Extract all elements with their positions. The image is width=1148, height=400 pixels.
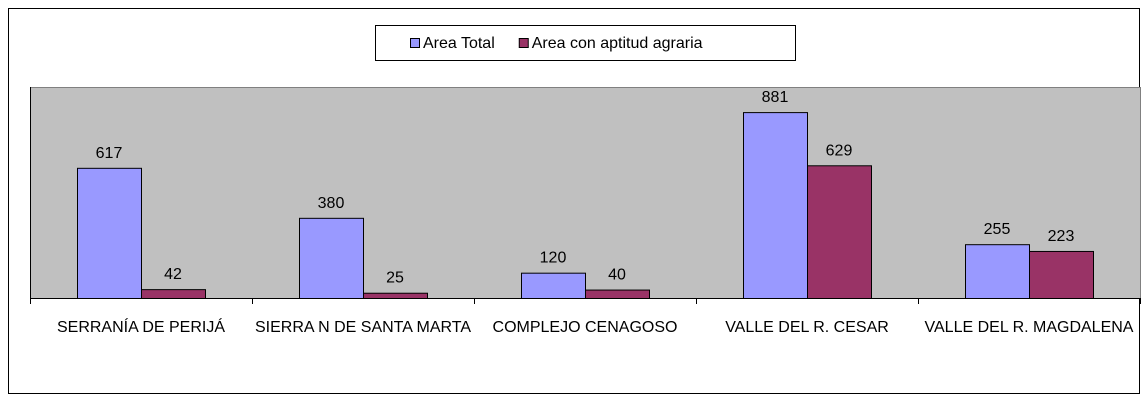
data-label: 42 [164,266,182,283]
x-tick-label: COMPLEJO CENAGOSO [492,319,678,336]
bar [585,289,650,299]
bar [77,167,142,299]
bar [1029,250,1094,300]
bar [521,272,586,299]
data-label: 25 [386,270,404,287]
legend-label: Area Total [423,35,495,52]
data-label: 380 [318,195,345,212]
bar [141,289,206,300]
bar [363,292,428,300]
data-label: 223 [1048,228,1075,245]
bar [299,217,364,300]
bar [743,112,808,300]
legend-box [375,25,796,61]
data-label: 617 [96,145,123,162]
data-label: 120 [540,250,567,267]
x-tick-label: SERRANÍA DE PERIJÁ [56,319,226,336]
x-tick-label: VALLE DEL R. MAGDALENA [924,319,1134,336]
legend-swatch [518,38,529,48]
plot-area [30,87,1141,299]
data-label: 255 [984,221,1011,238]
bar [965,244,1030,300]
legend-label: Area con aptitud agraria [532,35,703,52]
legend-swatch [410,38,420,48]
bar [807,165,872,299]
data-label: 881 [762,89,789,106]
data-label: 629 [826,142,853,159]
x-tick-label: SIERRA N DE SANTA MARTA [254,319,472,336]
data-label: 40 [608,267,626,284]
x-tick-label: VALLE DEL R. CESAR [725,319,889,336]
